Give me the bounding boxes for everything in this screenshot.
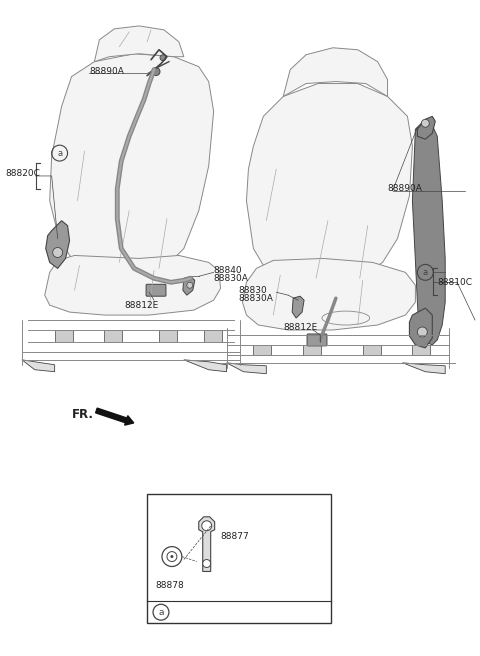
Polygon shape [46,220,70,268]
Ellipse shape [322,311,370,325]
Text: 88812E: 88812E [124,300,158,310]
FancyBboxPatch shape [147,494,331,623]
Polygon shape [292,297,304,318]
Circle shape [152,68,160,75]
Text: 88810C: 88810C [437,277,472,287]
Circle shape [421,119,429,127]
Polygon shape [246,83,412,285]
Circle shape [418,327,427,337]
Polygon shape [183,276,195,295]
Text: a: a [57,149,62,157]
Text: 88890A: 88890A [387,184,422,194]
Polygon shape [184,359,227,372]
Polygon shape [159,330,177,342]
Text: 88812E: 88812E [283,323,317,333]
Polygon shape [303,345,321,355]
Polygon shape [418,116,435,139]
Text: 88830A: 88830A [239,294,274,302]
Circle shape [160,54,166,61]
Text: 88877: 88877 [221,532,250,541]
Polygon shape [204,330,222,342]
Circle shape [162,546,182,567]
Polygon shape [412,345,430,355]
Text: 88820C: 88820C [5,169,40,178]
Polygon shape [227,363,266,374]
Circle shape [170,555,173,558]
Text: 88878: 88878 [155,581,184,590]
Polygon shape [104,330,122,342]
Polygon shape [402,363,445,374]
Polygon shape [55,330,72,342]
Text: 88840: 88840 [214,266,242,275]
Text: 88830A: 88830A [214,274,249,283]
FancyBboxPatch shape [146,284,166,297]
Text: FR.: FR. [72,408,94,421]
Polygon shape [283,48,387,96]
Circle shape [202,521,212,531]
Polygon shape [22,359,55,372]
Polygon shape [412,121,445,345]
Polygon shape [363,345,381,355]
FancyBboxPatch shape [307,334,327,346]
Circle shape [53,247,62,257]
Polygon shape [242,258,415,330]
Text: 88830: 88830 [239,286,267,295]
Text: a: a [423,268,428,277]
Polygon shape [95,26,184,62]
Polygon shape [199,517,215,571]
Circle shape [187,282,193,288]
Text: a: a [158,607,164,617]
Text: 88890A: 88890A [89,67,124,76]
Circle shape [203,560,211,567]
Polygon shape [45,255,221,315]
Polygon shape [409,308,432,348]
Polygon shape [253,345,271,355]
FancyArrow shape [96,408,134,425]
Polygon shape [50,54,214,276]
